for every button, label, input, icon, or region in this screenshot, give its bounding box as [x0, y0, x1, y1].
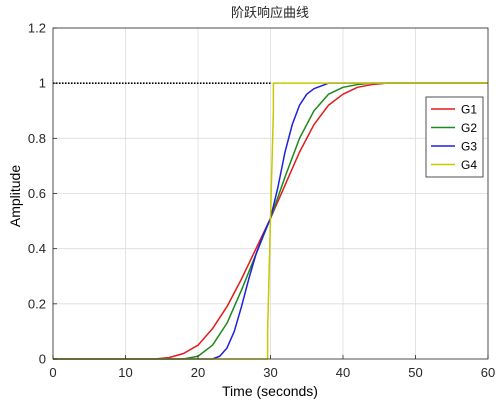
y-tick-label: 1	[39, 76, 46, 91]
y-tick-label: 0.8	[28, 131, 46, 146]
y-tick-label: 0.6	[28, 186, 46, 201]
legend-label-g2: G2	[461, 121, 477, 135]
x-tick-label: 50	[408, 365, 422, 380]
x-tick-label: 10	[118, 365, 132, 380]
y-tick-label: 0.4	[28, 241, 46, 256]
x-tick-labels: 0 10 20 30 40 50 60	[49, 355, 495, 380]
legend-label-g4: G4	[461, 158, 477, 172]
series-line-g2	[53, 82, 488, 360]
x-tick-label: 20	[191, 365, 205, 380]
x-tick-label: 30	[263, 365, 277, 380]
y-tick-label: 0.2	[28, 296, 46, 311]
x-tick-label: 60	[481, 365, 495, 380]
legend-box	[425, 96, 484, 178]
x-axis-label: Time (seconds)	[222, 383, 318, 399]
y-tick-labels: 0 0.2 0.4 0.6 0.8 1 1.2	[28, 21, 57, 367]
legend-label-g1: G1	[461, 103, 477, 117]
x-tick-label: 40	[336, 365, 350, 380]
legend: G1 G2 G3 G4	[425, 96, 484, 178]
legend-label-g3: G3	[461, 140, 477, 154]
chart-title: 阶跃响应曲线	[231, 5, 309, 21]
y-axis-label: Amplitude	[7, 165, 23, 227]
y-tick-label: 1.2	[28, 21, 46, 36]
series-line-g3	[53, 82, 488, 360]
x-tick-label: 0	[49, 365, 56, 380]
y-tick-label: 0	[39, 352, 46, 367]
